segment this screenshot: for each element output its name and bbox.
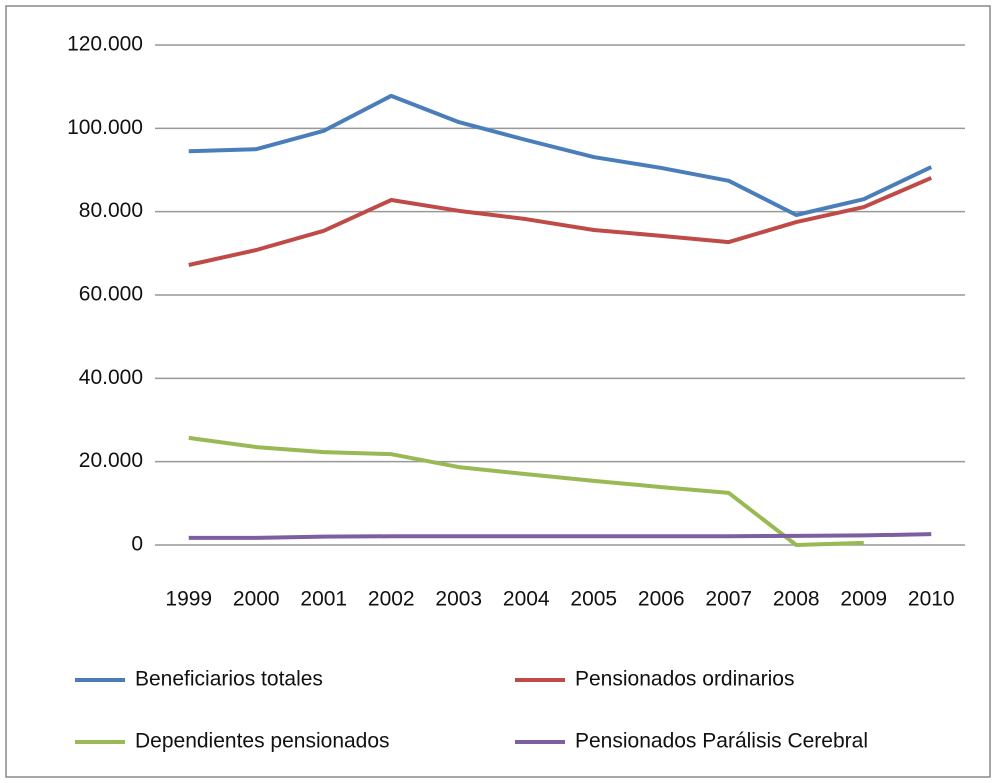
legend-label: Pensionados Parálisis Cerebral bbox=[575, 730, 868, 753]
y-tick-label: 40.000 bbox=[79, 366, 143, 389]
x-tick-label: 2002 bbox=[368, 588, 415, 611]
series-line bbox=[188, 176, 933, 267]
series-line bbox=[188, 532, 932, 540]
y-tick-label: 120.000 bbox=[67, 33, 143, 56]
x-tick-label: 2010 bbox=[908, 588, 955, 611]
x-tick-label: 2005 bbox=[570, 588, 617, 611]
chart-frame bbox=[5, 5, 991, 778]
y-tick-label: 20.000 bbox=[79, 449, 143, 472]
x-tick-label: 2008 bbox=[773, 588, 820, 611]
x-tick-label: 1999 bbox=[165, 588, 212, 611]
x-tick-label: 2001 bbox=[300, 588, 347, 611]
series-line bbox=[188, 435, 864, 547]
x-tick-label: 2007 bbox=[705, 588, 752, 611]
x-tick-label: 2009 bbox=[840, 588, 887, 611]
x-tick-label: 2004 bbox=[503, 588, 550, 611]
x-tick-label: 2003 bbox=[435, 588, 482, 611]
legend-label: Beneficiarios totales bbox=[135, 668, 323, 691]
y-tick-label: 60.000 bbox=[79, 283, 143, 306]
x-tick-label: 2006 bbox=[638, 588, 685, 611]
legend-label: Pensionados ordinarios bbox=[575, 668, 794, 691]
y-tick-label: 0 bbox=[131, 533, 143, 556]
y-tick-label: 80.000 bbox=[79, 199, 143, 222]
legend-label: Dependientes pensionados bbox=[135, 730, 390, 753]
x-tick-label: 2000 bbox=[233, 588, 280, 611]
y-tick-label: 100.000 bbox=[67, 116, 143, 139]
series-line bbox=[188, 93, 933, 217]
